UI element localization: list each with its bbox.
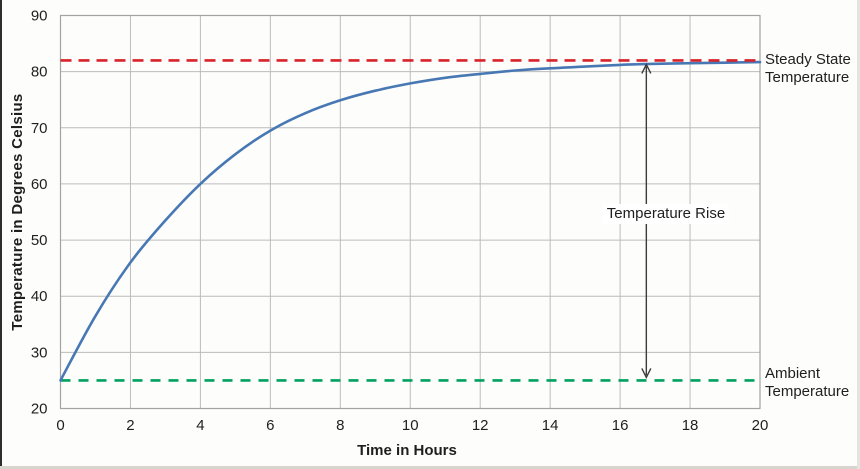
x-tick-label: 0: [56, 417, 64, 434]
plot-border: [59, 14, 761, 410]
x-tick-label: 16: [612, 417, 629, 434]
ambient-label-line1: Ambient: [765, 365, 821, 382]
x-tick-label: 4: [196, 417, 204, 434]
y-axis-title: Temperature in Degrees Celsius: [9, 93, 26, 331]
heating-curve: [59, 60, 762, 382]
x-tick-label: 10: [402, 417, 419, 434]
x-tick-label: 6: [266, 417, 274, 434]
x-tick-label: 12: [472, 417, 489, 434]
x-tick-label: 18: [682, 417, 699, 434]
steady-state-label-line1: Steady State: [765, 51, 851, 68]
x-tick-label: 20: [752, 417, 769, 434]
arrow-head-up-icon: [641, 62, 652, 74]
y-tick-label: 60: [31, 176, 48, 193]
temperature-rise-label: Temperature Rise: [602, 204, 730, 224]
y-tick-label: 90: [31, 8, 48, 25]
scan-edge-bottom: [0, 466, 860, 469]
steady-state-label-line2: Temperature: [765, 69, 850, 86]
ambient-label-line2: Temperature: [765, 383, 850, 400]
y-tick-label: 20: [31, 401, 48, 418]
steady-state-temperature-label: Steady State Temperature: [765, 51, 851, 87]
ambient-temperature-label: Ambient Temperature: [765, 365, 849, 401]
arrow-head-down-icon: [641, 368, 652, 379]
x-tick-label: 2: [126, 417, 134, 434]
scan-edge-left: [0, 0, 2, 469]
x-tick-label: 8: [336, 417, 344, 434]
scan-edge-right: [857, 0, 860, 469]
y-tick-label: 50: [31, 232, 48, 249]
y-tick-label: 80: [31, 64, 48, 81]
x-axis-title: Time in Hours: [357, 442, 457, 459]
y-tick-label: 40: [31, 288, 48, 305]
y-tick-label: 70: [31, 120, 48, 137]
y-tick-label: 30: [31, 344, 48, 361]
x-tick-label: 14: [542, 417, 559, 434]
